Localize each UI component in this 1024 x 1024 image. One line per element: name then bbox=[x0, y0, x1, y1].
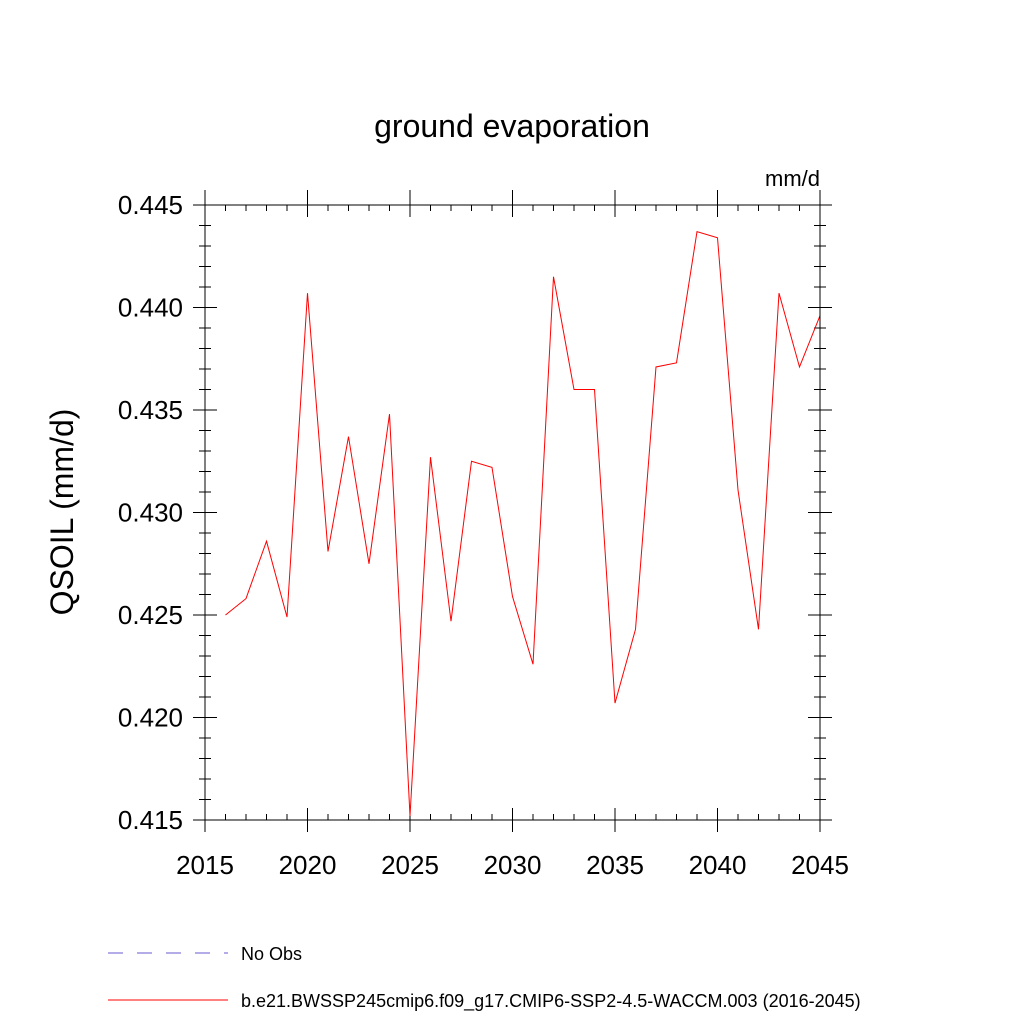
data-point bbox=[224, 614, 226, 616]
x-tick-label: 2040 bbox=[689, 850, 747, 880]
y-tick-label: 0.435 bbox=[118, 395, 183, 425]
data-point bbox=[286, 616, 288, 618]
data-point bbox=[429, 456, 431, 458]
x-tick-label: 2030 bbox=[484, 850, 542, 880]
data-point bbox=[655, 366, 657, 368]
data-point bbox=[388, 413, 390, 415]
data-point bbox=[450, 620, 452, 622]
data-point bbox=[675, 362, 677, 364]
data-point bbox=[696, 230, 698, 232]
data-point bbox=[798, 366, 800, 368]
data-point bbox=[265, 540, 267, 542]
axis-ticks bbox=[193, 190, 832, 832]
data-point bbox=[327, 550, 329, 552]
data-point bbox=[757, 628, 759, 630]
data-point bbox=[593, 388, 595, 390]
data-point bbox=[511, 595, 513, 597]
x-tick-label: 2035 bbox=[586, 850, 644, 880]
y-tick-label: 0.415 bbox=[118, 805, 183, 835]
legend: No Obs b.e21.BWSSP245cmip6.f09_g17.CMIP6-… bbox=[108, 944, 861, 1012]
x-tick-label: 2045 bbox=[791, 850, 849, 880]
data-point bbox=[245, 597, 247, 599]
data-point bbox=[737, 489, 739, 491]
x-tick-label: 2020 bbox=[279, 850, 337, 880]
plot-series bbox=[224, 230, 821, 817]
data-point bbox=[634, 628, 636, 630]
y-tick-label: 0.445 bbox=[118, 190, 183, 220]
y-tick-label: 0.420 bbox=[118, 703, 183, 733]
x-tick-labels: 2015 2020 2025 2030 2035 2040 2045 bbox=[176, 850, 849, 880]
y-tick-labels: 0.415 0.420 0.425 0.430 0.435 0.440 0.445 bbox=[118, 190, 183, 835]
data-point bbox=[347, 435, 349, 437]
data-point bbox=[716, 237, 718, 239]
y-tick-label: 0.440 bbox=[118, 293, 183, 323]
data-point bbox=[491, 466, 493, 468]
chart-title: ground evaporation bbox=[374, 108, 650, 144]
data-point bbox=[573, 388, 575, 390]
data-point bbox=[306, 292, 308, 294]
plot-frame bbox=[204, 204, 821, 821]
x-tick-label: 2015 bbox=[176, 850, 234, 880]
x-tick-label: 2025 bbox=[381, 850, 439, 880]
units-label: mm/d bbox=[765, 166, 820, 191]
legend-label: No Obs bbox=[241, 944, 302, 964]
y-tick-label: 0.425 bbox=[118, 600, 183, 630]
data-point bbox=[552, 276, 554, 278]
series-line bbox=[225, 231, 821, 816]
data-point bbox=[470, 460, 472, 462]
y-axis-label: QSOIL (mm/d) bbox=[44, 409, 80, 616]
y-tick-label: 0.430 bbox=[118, 498, 183, 528]
data-point bbox=[778, 292, 780, 294]
data-point bbox=[409, 815, 411, 817]
legend-label: b.e21.BWSSP245cmip6.f09_g17.CMIP6-SSP2-4… bbox=[241, 991, 861, 1012]
data-point bbox=[368, 563, 370, 565]
data-point bbox=[532, 663, 534, 665]
data-point bbox=[614, 702, 616, 704]
